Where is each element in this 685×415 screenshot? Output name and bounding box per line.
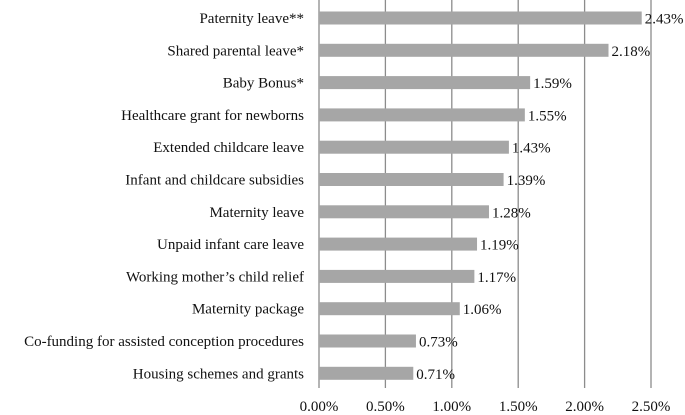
category-label: Housing schemes and grants (133, 366, 304, 382)
category-label: Infant and childcare subsidies (125, 173, 304, 189)
data-label: 1.17% (477, 270, 516, 286)
x-tick-label: 0.00% (300, 399, 339, 415)
bar (319, 11, 642, 25)
data-label: 0.71% (416, 367, 455, 383)
x-tick-label: 2.50% (632, 399, 671, 415)
x-tick-label: 2.00% (565, 399, 604, 415)
bar (319, 108, 525, 122)
data-label: 1.59% (533, 76, 572, 92)
x-tick-label: 1.50% (499, 399, 538, 415)
bar (319, 140, 509, 154)
bars (319, 11, 642, 380)
bar (319, 334, 416, 348)
category-label: Unpaid infant care leave (157, 237, 304, 253)
data-label: 1.28% (492, 205, 531, 221)
category-label: Co-funding for assisted conception proce… (24, 334, 304, 350)
data-label: 0.73% (419, 335, 458, 351)
bar (319, 366, 414, 380)
bar (319, 173, 504, 186)
data-label: 1.19% (480, 238, 519, 254)
value-labels: 2.43% 2.18% 1.59% 1.55% 1.43% 1.39% 1.28% 1.19%… (416, 12, 683, 383)
bar (319, 269, 475, 283)
category-label: Working mother’s child relief (126, 269, 304, 285)
data-label: 1.55% (528, 108, 567, 124)
data-label: 2.18% (612, 44, 651, 60)
bar (319, 237, 478, 251)
category-label: Maternity leave (209, 205, 304, 221)
category-label: Paternity leave** (199, 11, 304, 27)
bar (319, 205, 489, 219)
data-label: 2.43% (645, 12, 684, 28)
bar (319, 302, 460, 316)
x-tick-label: 0.50% (366, 399, 405, 415)
bar (319, 43, 609, 57)
data-label: 1.39% (507, 173, 546, 189)
category-label: Maternity package (192, 302, 304, 318)
category-labels: Paternity leave** Shared parental leave* B… (24, 11, 304, 382)
data-label: 1.06% (463, 302, 502, 318)
x-axis-tick-labels: 0.00% 0.50% 1.00% 1.50% 2.00% 2.50% (300, 399, 671, 415)
category-label: Baby Bonus* (223, 76, 304, 92)
category-label: Healthcare grant for newborns (121, 108, 304, 124)
category-label: Shared parental leave* (167, 43, 304, 59)
bar (319, 76, 531, 90)
category-label: Extended childcare leave (153, 140, 304, 156)
data-label: 1.43% (512, 141, 551, 157)
x-tick-label: 1.00% (432, 399, 471, 415)
gridlines (318, 0, 652, 388)
